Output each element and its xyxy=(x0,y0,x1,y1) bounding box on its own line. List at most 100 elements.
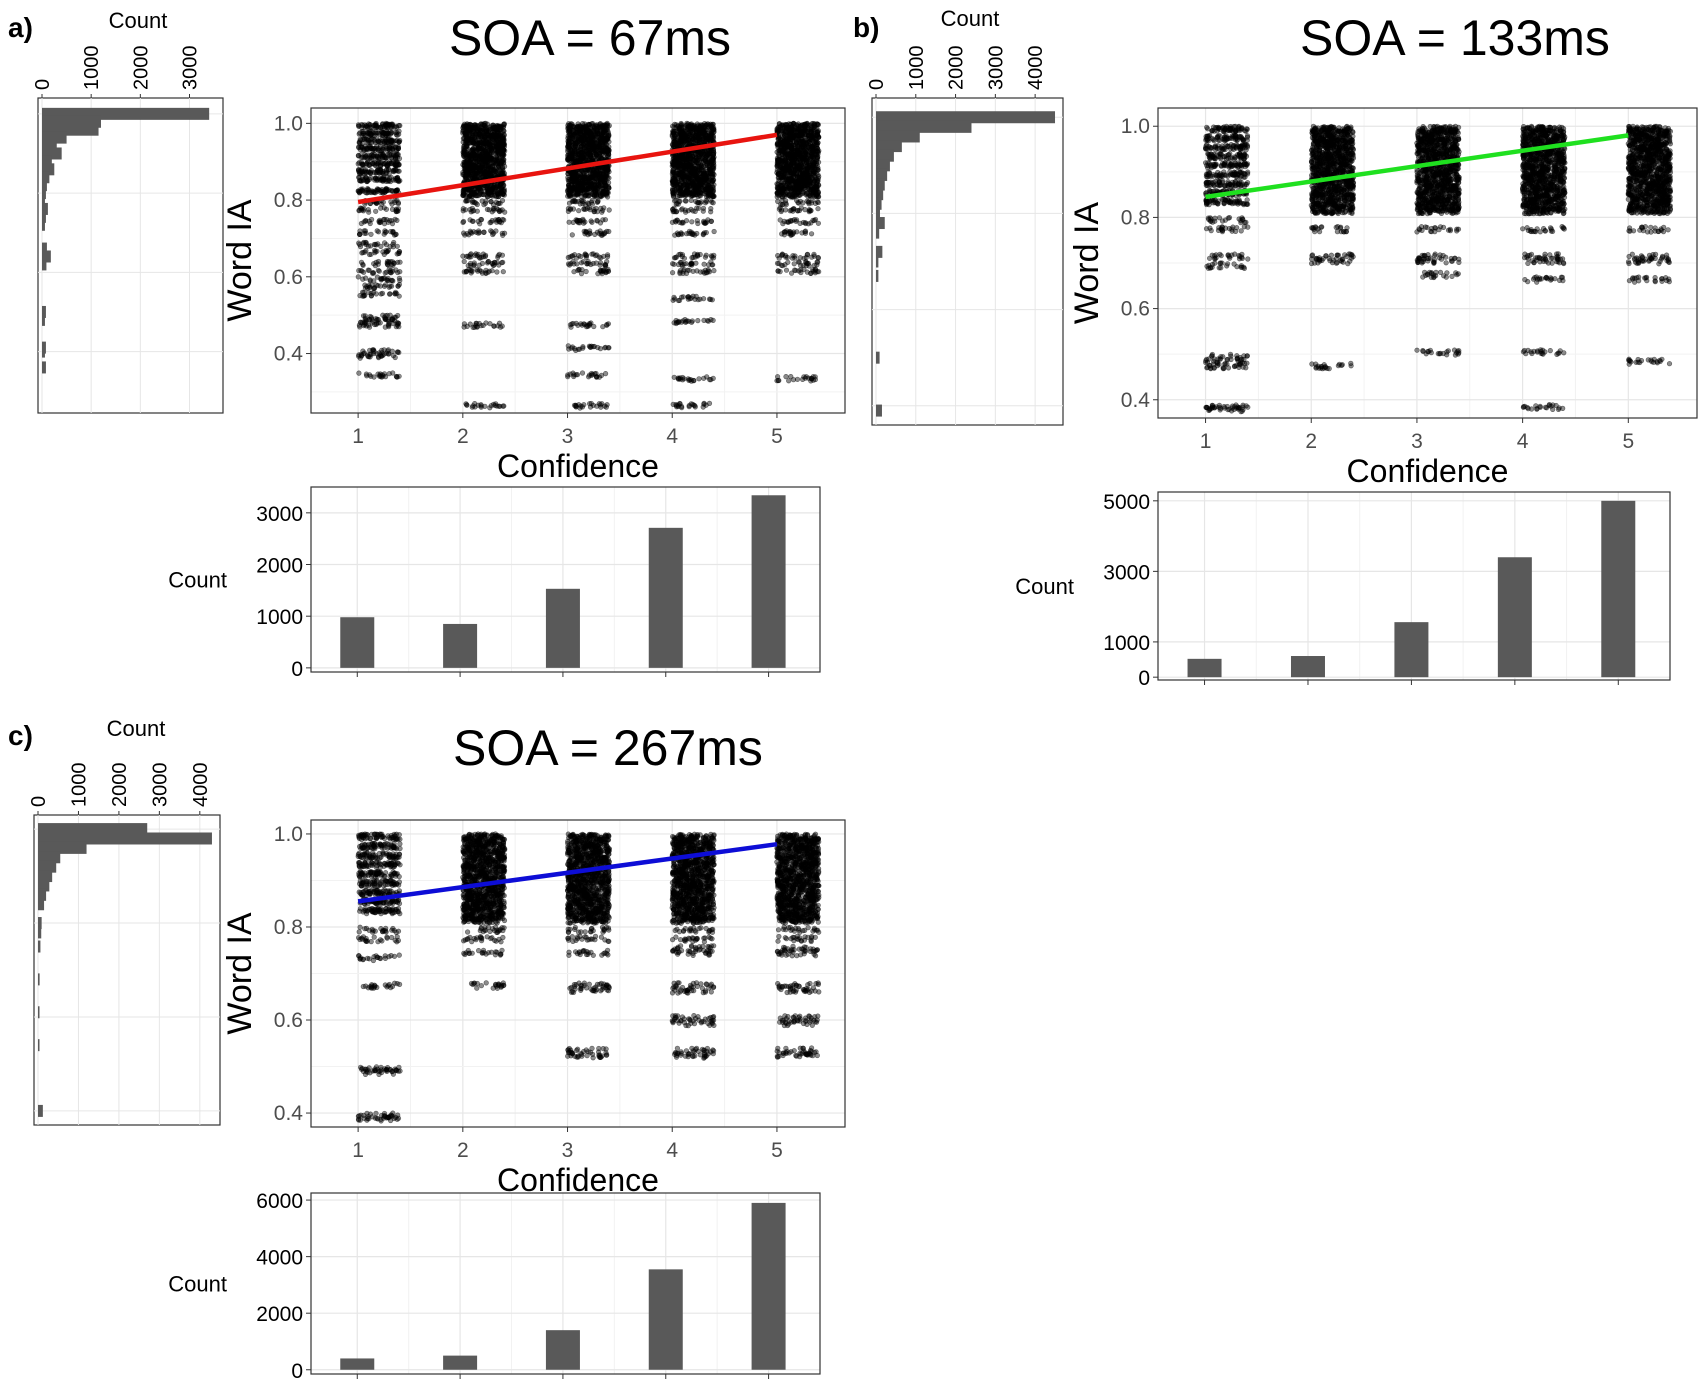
data-point xyxy=(381,217,387,223)
data-point xyxy=(395,269,401,276)
data-point xyxy=(365,207,371,213)
data-point xyxy=(710,200,716,206)
data-point xyxy=(499,323,505,329)
data-point xyxy=(379,123,385,130)
data-point xyxy=(393,188,399,194)
data-point xyxy=(396,168,402,174)
data-point xyxy=(358,186,364,192)
data-point xyxy=(697,269,704,275)
data-point xyxy=(680,268,687,274)
data-point xyxy=(360,208,367,214)
data-point xyxy=(585,151,591,157)
data-point xyxy=(678,207,685,213)
data-point xyxy=(605,345,612,351)
data-point xyxy=(395,320,402,326)
data-point xyxy=(495,253,501,259)
data-point xyxy=(502,163,508,169)
data-point xyxy=(355,274,361,280)
data-point xyxy=(583,254,589,260)
data-point xyxy=(397,259,403,265)
data-point xyxy=(361,136,368,142)
data-point xyxy=(464,402,470,408)
data-point xyxy=(375,187,381,193)
data-point xyxy=(374,143,380,150)
histogram-bar xyxy=(42,179,47,192)
data-point xyxy=(461,321,468,327)
data-point xyxy=(387,283,393,289)
data-point xyxy=(496,262,502,268)
data-point xyxy=(358,220,365,227)
data-point xyxy=(393,289,399,295)
data-point xyxy=(604,402,610,408)
data-point xyxy=(594,403,600,409)
data-point xyxy=(388,130,394,136)
data-point xyxy=(385,177,392,183)
data-point xyxy=(493,228,499,234)
data-point xyxy=(467,321,473,327)
data-point xyxy=(376,373,383,379)
data-point xyxy=(371,261,377,267)
data-point xyxy=(600,190,607,196)
data-point xyxy=(470,403,476,409)
data-point xyxy=(356,208,362,214)
data-point xyxy=(393,373,400,380)
histogram-bar xyxy=(42,313,45,326)
data-point xyxy=(694,251,701,257)
data-point xyxy=(479,260,486,267)
data-point xyxy=(381,283,388,289)
histogram-bar xyxy=(42,361,46,374)
data-point xyxy=(474,201,480,208)
data-point xyxy=(395,349,401,355)
data-point xyxy=(582,206,589,212)
data-point xyxy=(387,291,393,297)
data-point xyxy=(689,219,695,225)
data-point xyxy=(683,218,690,224)
y-histogram-title: Count xyxy=(109,8,168,33)
data-point xyxy=(460,208,466,214)
data-point xyxy=(386,351,392,357)
data-point xyxy=(674,230,681,236)
data-point xyxy=(473,251,479,257)
data-point xyxy=(565,133,571,139)
data-point xyxy=(370,188,376,194)
data-point xyxy=(669,219,676,225)
data-point xyxy=(383,374,389,380)
data-point xyxy=(476,140,482,146)
data-point xyxy=(394,217,400,223)
data-point xyxy=(365,124,371,130)
panel-title: SOA = 67ms xyxy=(449,10,731,66)
data-point xyxy=(594,218,601,224)
tick-label: 0 xyxy=(32,79,54,90)
data-point xyxy=(488,192,495,198)
data-point xyxy=(570,259,576,265)
data-point xyxy=(501,403,507,409)
data-point xyxy=(393,131,399,137)
data-point xyxy=(474,208,480,214)
data-point xyxy=(381,176,387,182)
data-point xyxy=(373,208,379,214)
data-point xyxy=(385,275,391,282)
data-point xyxy=(481,229,487,235)
histogram-bar xyxy=(42,218,45,231)
data-point xyxy=(598,372,605,379)
data-point xyxy=(700,208,706,214)
data-point xyxy=(396,249,403,255)
data-point xyxy=(702,220,708,226)
data-point xyxy=(569,232,575,238)
data-point xyxy=(589,219,595,225)
data-point xyxy=(477,255,483,261)
data-point xyxy=(468,209,474,215)
data-point xyxy=(500,191,506,197)
data-point xyxy=(372,248,379,254)
data-point xyxy=(367,163,373,169)
data-point xyxy=(473,193,480,199)
data-point xyxy=(378,291,384,297)
data-point xyxy=(606,207,612,213)
data-point xyxy=(355,152,362,159)
data-point xyxy=(485,259,491,265)
data-point xyxy=(376,219,383,226)
